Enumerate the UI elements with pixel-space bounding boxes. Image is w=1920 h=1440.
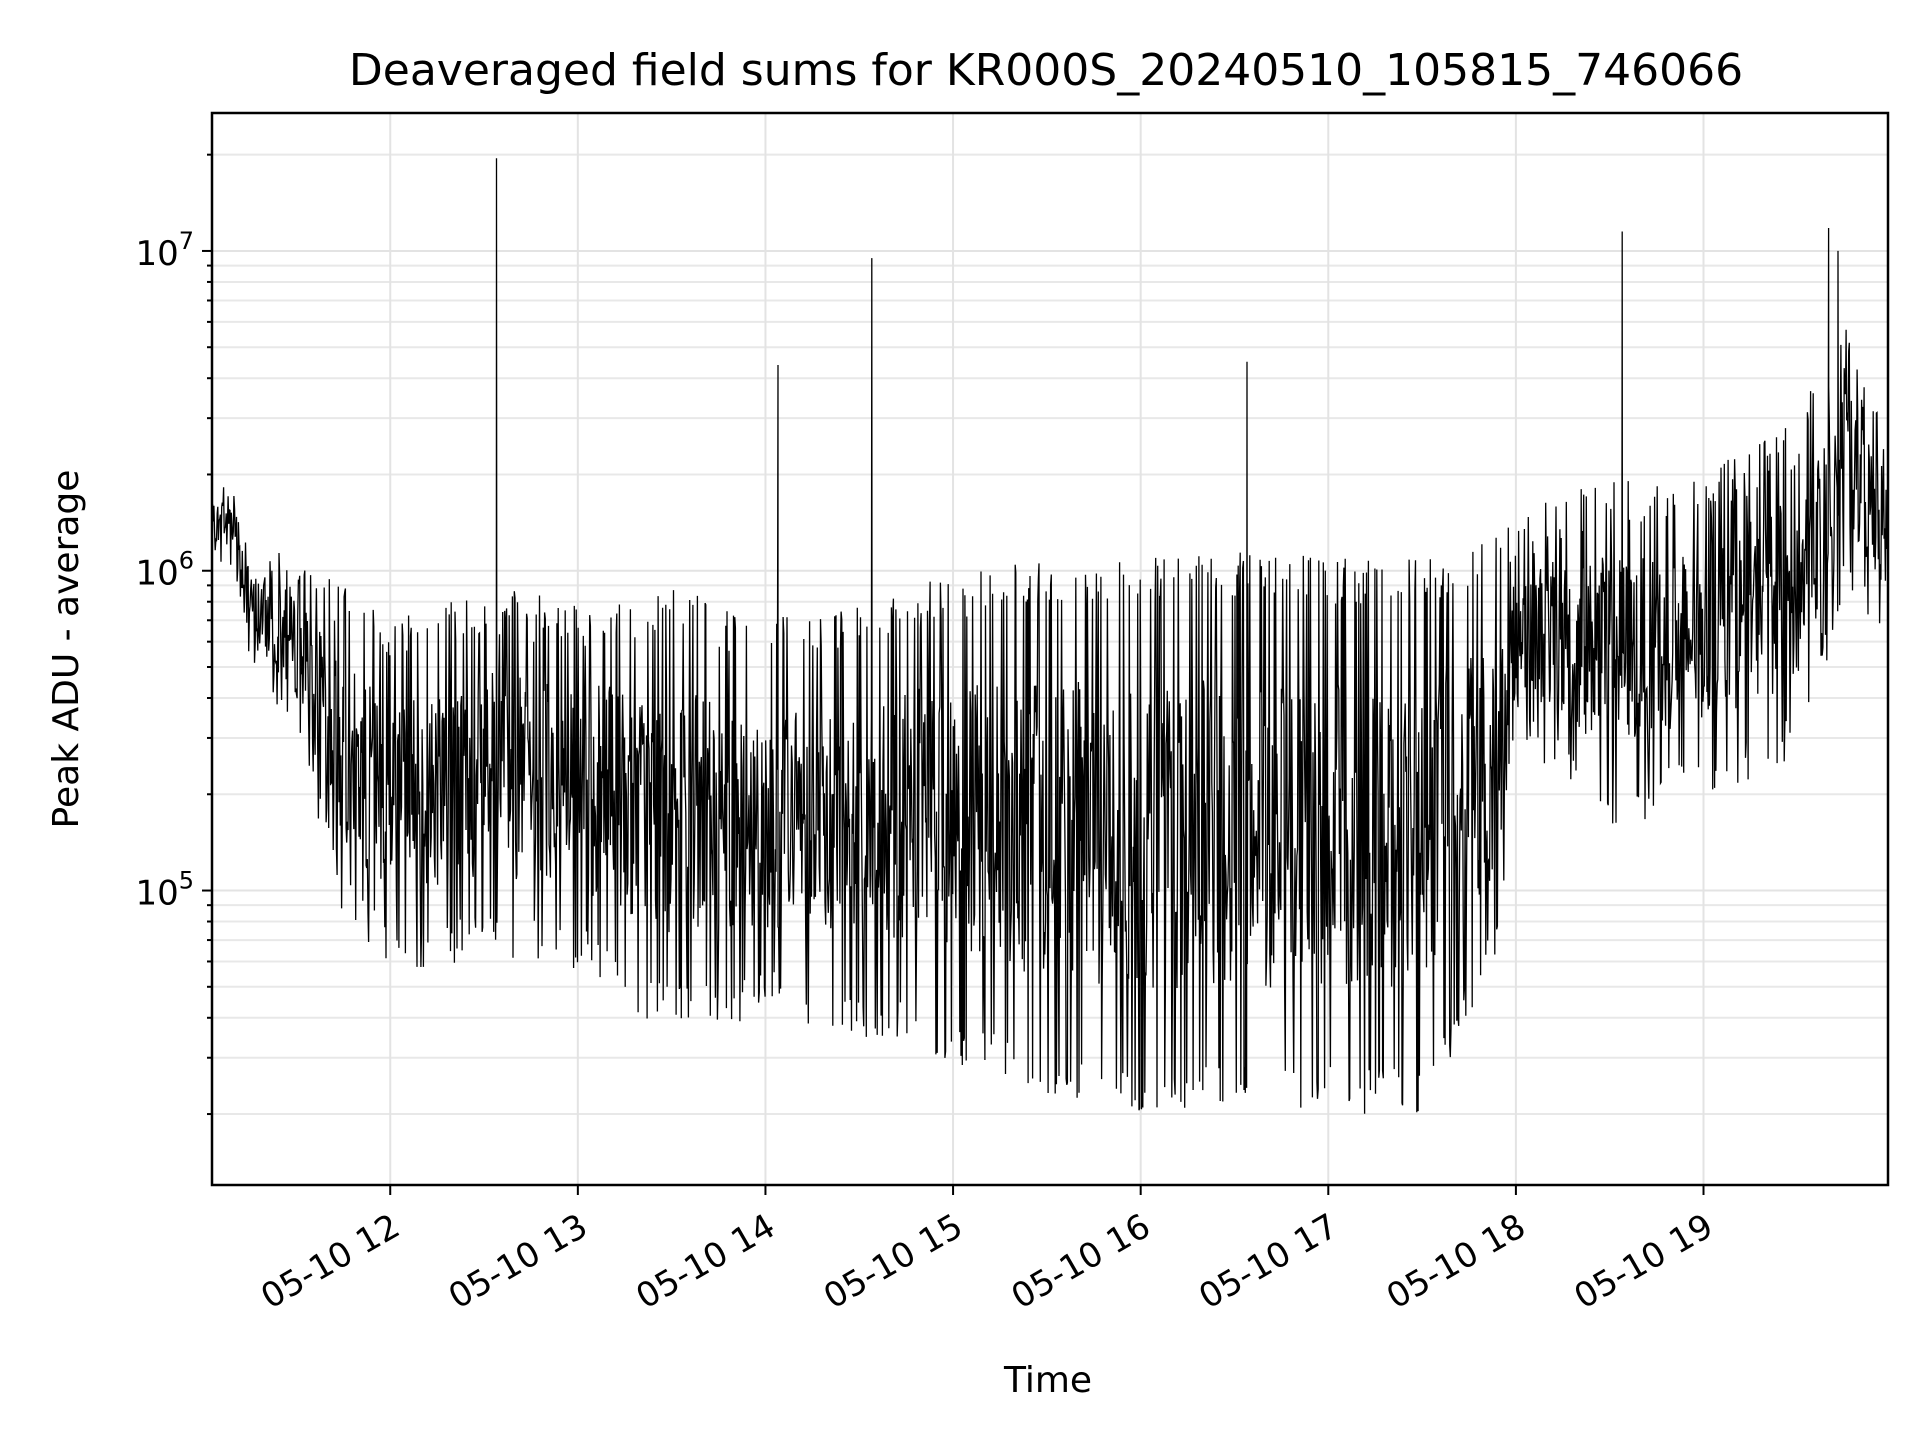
y-tick-label: 107 bbox=[135, 227, 194, 274]
y-tick-label: 106 bbox=[135, 547, 194, 594]
y-axis-label: Peak ADU - average bbox=[46, 470, 87, 829]
plot-frame bbox=[210, 111, 1890, 1187]
y-tick-label: 105 bbox=[135, 867, 194, 914]
x-axis-label: Time bbox=[1003, 1360, 1092, 1401]
series-group bbox=[211, 158, 1889, 1114]
chart-title: Deaveraged field sums for KR000S_2024051… bbox=[349, 45, 1743, 96]
y-axis: 105 106 107 bbox=[135, 153, 212, 1116]
series-line bbox=[211, 158, 1889, 1114]
